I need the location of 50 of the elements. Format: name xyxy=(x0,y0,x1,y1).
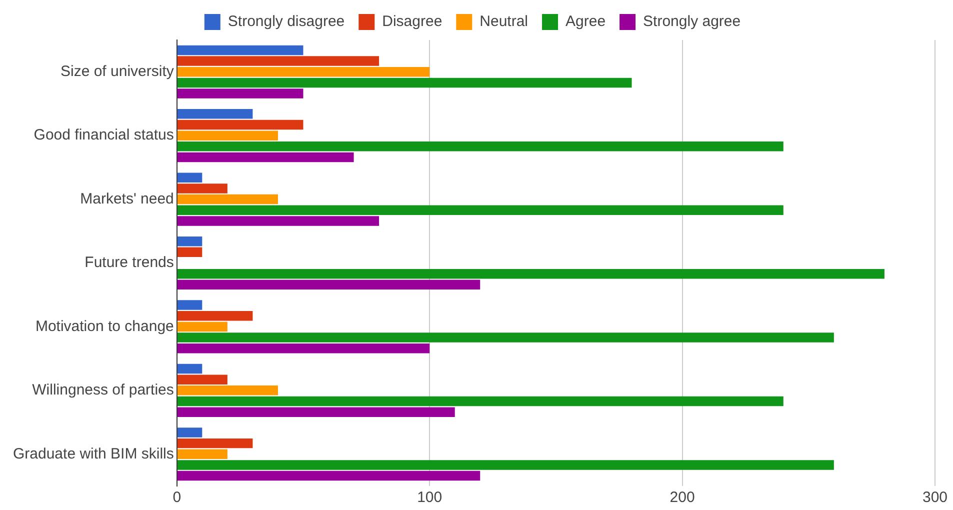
bar xyxy=(177,109,253,119)
x-tick-label: 100 xyxy=(417,489,442,506)
bar xyxy=(177,142,784,152)
bar xyxy=(177,438,253,448)
bar xyxy=(177,268,884,279)
bar xyxy=(177,130,278,140)
bar xyxy=(177,396,784,406)
y-tick-label: Size of university xyxy=(60,63,174,80)
bar xyxy=(177,205,784,215)
bar xyxy=(177,449,228,460)
y-tick-label: Motivation to change xyxy=(35,318,174,335)
bar xyxy=(177,332,834,342)
bar xyxy=(177,428,202,438)
bar xyxy=(177,194,278,204)
bar xyxy=(177,216,380,226)
bar xyxy=(177,374,228,384)
x-tick-label: 0 xyxy=(172,489,182,506)
y-tick-label: Good financial status xyxy=(34,126,174,144)
bar xyxy=(177,322,228,332)
bar xyxy=(177,364,202,374)
bar xyxy=(177,120,304,130)
bar xyxy=(177,344,430,354)
bar xyxy=(177,386,278,396)
bar xyxy=(177,407,455,417)
bar xyxy=(177,172,202,182)
bar xyxy=(177,184,228,194)
bar xyxy=(177,152,354,162)
bar xyxy=(177,78,632,88)
legend-label: Strongly disagree xyxy=(228,13,345,30)
x-tick-label: 200 xyxy=(670,489,695,506)
bar xyxy=(177,247,202,258)
y-tick-label: Future trends xyxy=(84,254,174,272)
bar xyxy=(177,56,380,66)
bar xyxy=(177,300,202,310)
y-tick-label: Willingness of parties xyxy=(32,382,174,399)
x-tick-label: 300 xyxy=(922,489,948,506)
legend-label: Agree xyxy=(566,13,606,30)
y-tick-label: Graduate with BIM skills xyxy=(12,445,174,462)
legend-label: Strongly agree xyxy=(643,13,741,30)
legend-label: Disagree xyxy=(382,13,442,30)
bar xyxy=(177,66,430,77)
bar xyxy=(177,45,304,56)
y-tick-label: Markets' need xyxy=(80,190,174,208)
legend-label: Neutral xyxy=(480,13,528,30)
bar xyxy=(177,460,834,470)
bar xyxy=(177,88,304,98)
bar xyxy=(177,280,480,290)
bar xyxy=(177,236,202,246)
bar xyxy=(177,311,253,321)
bar xyxy=(177,470,480,481)
